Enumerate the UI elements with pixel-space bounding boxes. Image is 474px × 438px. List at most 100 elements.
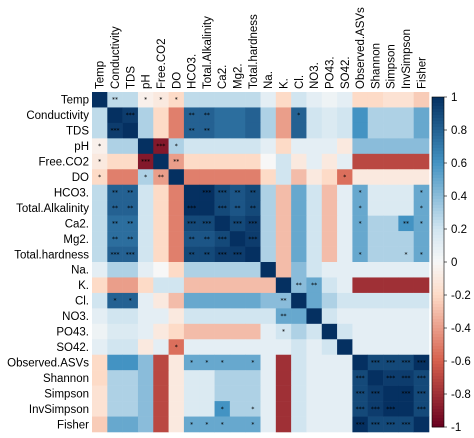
colorbar-segment — [432, 250, 444, 254]
heatmap-cell — [398, 231, 414, 247]
colorbar-segment — [432, 244, 444, 248]
significance-mark: * — [98, 174, 101, 181]
heatmap-cell — [321, 323, 338, 340]
heatmap-cell — [398, 308, 414, 325]
column-label: SO42. — [340, 56, 352, 89]
heatmap-cell — [107, 246, 123, 263]
heatmap-cell — [153, 169, 169, 186]
heatmap-cell — [260, 416, 277, 433]
row-label: DO — [72, 172, 89, 184]
colorbar-segment — [432, 343, 444, 347]
significance-mark: * — [129, 298, 132, 305]
heatmap-cell — [107, 277, 123, 294]
heatmap-cell — [153, 122, 169, 139]
heatmap-cell — [413, 246, 430, 263]
colorbar-segment — [432, 229, 444, 233]
heatmap-cell — [137, 215, 154, 232]
heatmap-cell — [199, 184, 215, 201]
heatmap-cell — [214, 215, 231, 232]
column-label: HCO3. — [187, 54, 199, 89]
colorbar-segment — [432, 289, 444, 293]
colorbar-segment — [432, 175, 444, 179]
heatmap-cell — [214, 401, 231, 417]
colorbar-segment — [432, 256, 444, 260]
row-label: TDS — [66, 126, 89, 138]
colorbar-segment — [432, 373, 444, 377]
heatmap-cell — [306, 153, 323, 170]
row-label: InvSimpson — [29, 404, 89, 416]
heatmap-cell — [214, 385, 231, 402]
colorbar-segment — [432, 136, 444, 140]
column-label: Shannon — [370, 43, 382, 89]
row-label: Cl. — [75, 296, 89, 308]
heatmap-cell — [275, 107, 292, 124]
heatmap-cell — [306, 277, 323, 294]
heatmap-cell — [168, 107, 185, 124]
heatmap-cell — [183, 92, 200, 108]
heatmap-cell — [245, 153, 261, 170]
heatmap-cell — [306, 200, 323, 216]
heatmap-cell — [92, 262, 108, 278]
heatmap-cell — [153, 292, 169, 309]
heatmap-cell — [367, 277, 384, 294]
heatmap-cell — [367, 200, 384, 216]
heatmap-cell — [137, 184, 154, 201]
colorbar-segment — [432, 352, 444, 356]
heatmap-cell — [199, 277, 215, 294]
heatmap-cell — [92, 184, 108, 201]
heatmap-cell — [291, 308, 307, 325]
heatmap-cell — [260, 200, 277, 216]
heatmap-cell — [122, 370, 139, 386]
heatmap-cell — [337, 122, 353, 139]
colorbar-segment — [432, 310, 444, 314]
significance-mark: ** — [112, 220, 118, 227]
heatmap-cell — [122, 323, 139, 340]
heatmap-cell — [383, 416, 399, 433]
colorbar-segment — [432, 247, 444, 251]
significance-mark: * — [144, 97, 147, 104]
heatmap-cell — [153, 262, 169, 278]
heatmap-cell — [153, 200, 169, 216]
heatmap-cell — [107, 92, 123, 108]
colorbar-segment — [432, 169, 444, 173]
significance-mark: *** — [218, 189, 227, 196]
colorbar-segment — [432, 265, 444, 269]
heatmap-cell — [321, 138, 338, 155]
significance-mark: * — [359, 220, 362, 227]
heatmap-cell — [352, 292, 369, 309]
heatmap-cell — [153, 153, 169, 170]
heatmap-cell — [275, 153, 292, 170]
heatmap-cell — [199, 308, 215, 325]
heatmap-cell — [137, 122, 154, 139]
heatmap-cell — [137, 323, 154, 340]
heatmap-cell — [92, 122, 108, 139]
colorbar-segment — [432, 268, 444, 272]
heatmap-cell — [245, 246, 261, 263]
heatmap-cell — [321, 231, 338, 247]
heatmap-cell — [383, 153, 399, 170]
row-labels: Temp Conductivity TDS pH Free.CO2 DO HCO3. Tota… — [7, 95, 89, 432]
row-label: SO42. — [56, 342, 89, 354]
heatmap-cell — [168, 370, 185, 386]
heatmap-cell — [275, 231, 292, 247]
heatmap-cell — [260, 231, 277, 247]
colorbar-segment — [432, 313, 444, 317]
column-label: TDS — [125, 66, 137, 89]
heatmap-cell — [306, 370, 323, 386]
heatmap-cell — [367, 184, 384, 201]
heatmap-cell — [398, 370, 414, 386]
heatmap-cell — [383, 262, 399, 278]
colorbar-segment — [432, 286, 444, 290]
row-label: Conductivity — [26, 110, 89, 122]
heatmap-cell — [321, 107, 338, 124]
heatmap-cell — [275, 246, 292, 263]
heatmap-cell — [398, 169, 414, 186]
heatmap-cell — [107, 385, 123, 402]
heatmap-cell — [214, 122, 231, 139]
colorbar-segment — [432, 238, 444, 242]
heatmap-cell — [137, 416, 154, 433]
colorbar-segment — [432, 100, 444, 104]
heatmap-cell — [306, 138, 323, 155]
significance-mark: ** — [189, 112, 195, 119]
heatmap-cell — [413, 292, 430, 309]
